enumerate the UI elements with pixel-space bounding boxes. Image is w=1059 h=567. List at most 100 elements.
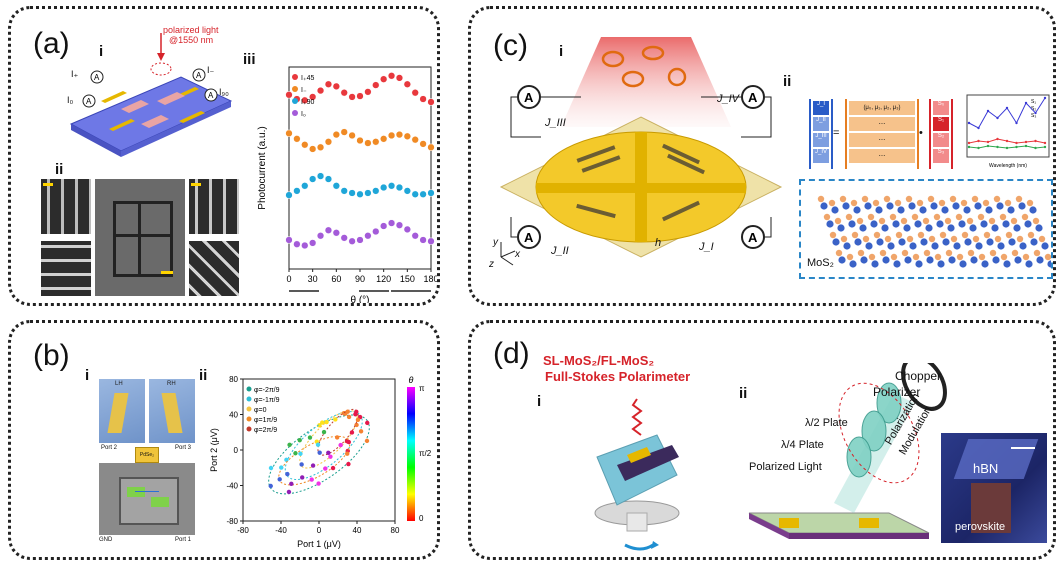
wavelength-label: @1550 nm bbox=[169, 35, 214, 45]
sem-image-top-left bbox=[41, 179, 91, 234]
molybdenum-atom bbox=[893, 260, 901, 268]
x-tick-label: 40 bbox=[353, 526, 362, 535]
molybdenum-atom bbox=[948, 256, 956, 264]
mini-point bbox=[1024, 140, 1028, 144]
molybdenum-atom bbox=[876, 238, 884, 246]
data-point bbox=[358, 429, 364, 434]
data-point bbox=[321, 429, 327, 435]
sulfur-atom bbox=[856, 217, 864, 225]
port3-label: Port 3 bbox=[175, 445, 192, 451]
legend-label: φ=-2π/9 bbox=[254, 387, 280, 394]
data-point bbox=[395, 183, 404, 192]
legend-marker bbox=[292, 110, 298, 116]
molybdenum-atom bbox=[1003, 260, 1011, 268]
mini-point bbox=[1034, 111, 1037, 115]
sulfur-atom bbox=[829, 231, 837, 239]
sulfur-atom bbox=[933, 213, 941, 221]
mini-point bbox=[977, 146, 980, 150]
current-j4: J_IV bbox=[717, 93, 740, 105]
mini-point bbox=[1024, 101, 1028, 105]
molybdenum-atom bbox=[849, 260, 857, 268]
data-point bbox=[286, 489, 292, 495]
data-point bbox=[364, 139, 372, 147]
gnd-label: GND bbox=[99, 537, 113, 543]
data-point bbox=[289, 481, 294, 487]
panel-c: (c) i ii bbox=[468, 6, 1056, 306]
legend-marker bbox=[246, 386, 252, 392]
data-point bbox=[387, 219, 396, 227]
data-point bbox=[348, 189, 356, 197]
molybdenum-atom bbox=[871, 260, 879, 268]
data-point bbox=[356, 190, 364, 198]
port-voltage-chart: -80 -40 0 40 80 -80 -40 0 40 80 Port 1 (μV) Port 2 … bbox=[209, 375, 432, 549]
sulfur-atom bbox=[939, 231, 947, 239]
panel-a-sub-ii: ii bbox=[55, 161, 64, 178]
data-point bbox=[285, 129, 293, 137]
data-point bbox=[297, 437, 302, 443]
molybdenum-atom bbox=[952, 202, 960, 210]
molybdenum-atom bbox=[915, 260, 923, 268]
mini-legend: S₂ bbox=[1031, 106, 1036, 112]
sulfur-atom bbox=[960, 199, 968, 207]
molybdenum-atom bbox=[996, 202, 1004, 210]
mini-point bbox=[986, 109, 990, 113]
molybdenum-atom bbox=[937, 260, 945, 268]
mos2-label: MoS₂ bbox=[807, 257, 834, 269]
x-tick-label: 120 bbox=[376, 274, 391, 284]
x-tick-label: 0 bbox=[317, 526, 322, 535]
molybdenum-atom bbox=[942, 238, 950, 246]
data-point bbox=[346, 414, 352, 420]
colorbar-tick: π/2 bbox=[419, 449, 432, 458]
data-point bbox=[395, 221, 404, 229]
sulfur-atom bbox=[828, 199, 836, 207]
sulfur-atom bbox=[878, 217, 886, 225]
mini-point bbox=[977, 126, 980, 130]
sulfur-atom bbox=[967, 249, 975, 257]
data-point bbox=[411, 89, 419, 97]
mini-x-label: Wavelength (nm) bbox=[989, 163, 1027, 169]
x-tick-label: 30 bbox=[308, 274, 318, 284]
molybdenum-atom bbox=[975, 242, 983, 250]
data-point bbox=[354, 409, 359, 415]
mini-point bbox=[977, 139, 980, 143]
x-tick-label: 150 bbox=[400, 274, 415, 284]
scale-bar bbox=[1011, 447, 1035, 449]
legend-label: I₊90 bbox=[301, 99, 315, 106]
panel-c-sub-i: i bbox=[559, 43, 564, 60]
mini-point bbox=[986, 140, 990, 144]
sulfur-atom bbox=[1004, 199, 1012, 207]
data-point bbox=[348, 93, 356, 101]
current-label-plus: I₊ bbox=[71, 69, 79, 79]
molybdenum-atom bbox=[881, 224, 889, 232]
data-point bbox=[309, 477, 314, 482]
data-point bbox=[395, 130, 404, 139]
molybdenum-atom bbox=[914, 220, 922, 228]
y-tick-label: -40 bbox=[226, 482, 238, 491]
stokes-s2: S₂ bbox=[933, 133, 949, 147]
mos2-lattice bbox=[817, 195, 1053, 268]
molybdenum-atom bbox=[941, 206, 949, 214]
sulfur-atom bbox=[955, 213, 963, 221]
data-point bbox=[309, 93, 317, 101]
data-point bbox=[284, 457, 289, 463]
vector-j2: J_II bbox=[813, 117, 829, 131]
colorbar-tick: π bbox=[419, 384, 425, 393]
data-point bbox=[324, 419, 329, 425]
sulfur-atom bbox=[993, 195, 1001, 203]
sulfur-atom bbox=[867, 213, 875, 221]
sem-image-center bbox=[95, 179, 185, 296]
panel-d-sub-i: i bbox=[537, 393, 542, 410]
sulfur-atom bbox=[949, 195, 957, 203]
molybdenum-atom bbox=[1002, 220, 1010, 228]
sulfur-atom bbox=[839, 195, 847, 203]
y-tick-label: 40 bbox=[229, 411, 238, 420]
sulfur-atom bbox=[938, 199, 946, 207]
mini-point bbox=[967, 141, 971, 145]
data-point bbox=[345, 451, 350, 456]
sulfur-atom bbox=[1016, 235, 1024, 243]
data-point bbox=[356, 136, 364, 145]
colorbar-label: θ bbox=[409, 375, 414, 385]
data-point bbox=[293, 451, 298, 456]
svg-text:A: A bbox=[86, 97, 92, 106]
molybdenum-atom bbox=[969, 224, 977, 232]
